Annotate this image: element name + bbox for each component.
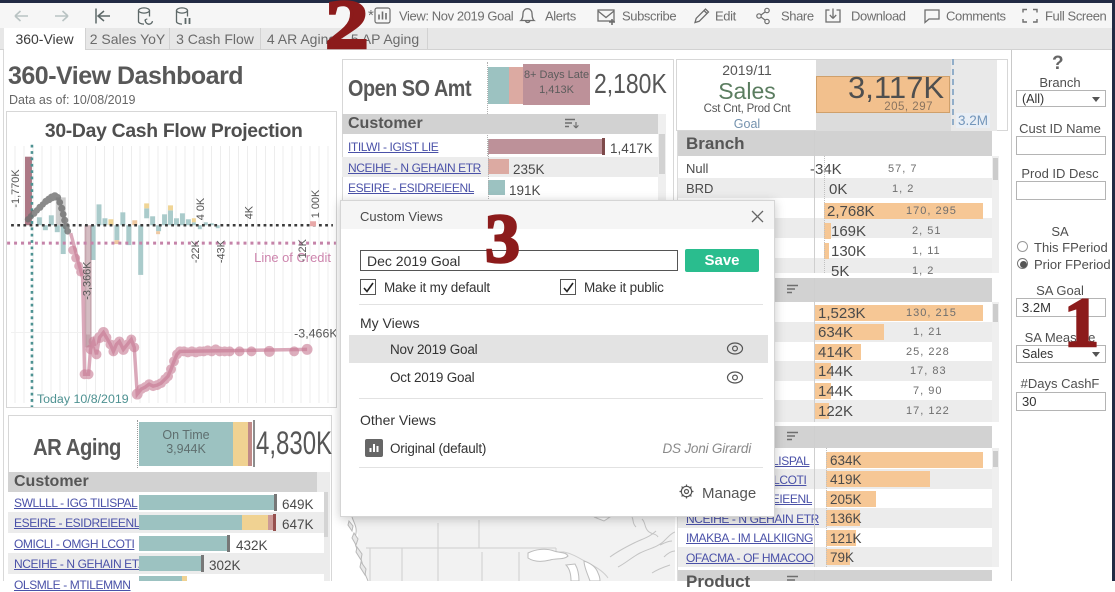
svg-text:Line of Credit: Line of Credit <box>254 250 331 265</box>
svg-text:-3,366K: -3,366K <box>82 261 94 300</box>
svg-text:-1,770K: -1,770K <box>10 169 22 208</box>
svg-text:30-Day Cash Flow Projection: 30-Day Cash Flow Projection <box>45 120 303 142</box>
svg-text:-43K: -43K <box>216 239 228 263</box>
svg-text:Edit: Edit <box>715 9 737 24</box>
svg-text:Today 10/8/2019: Today 10/8/2019 <box>37 392 129 406</box>
svg-text:Subscribe: Subscribe <box>622 9 676 24</box>
svg-text:Full Screen: Full Screen <box>1045 9 1107 24</box>
svg-text:*: * <box>368 7 374 24</box>
svg-text:-22K: -22K <box>190 239 202 263</box>
svg-text:Share: Share <box>781 9 814 24</box>
svg-text:Download: Download <box>851 9 906 24</box>
svg-text:Comments: Comments <box>946 9 1007 24</box>
svg-text:-12K: -12K <box>297 238 309 262</box>
svg-text:-3,466K: -3,466K <box>294 326 337 340</box>
svg-text:4K: 4K <box>243 205 255 219</box>
svg-text:1 00K: 1 00K <box>310 189 322 218</box>
svg-text:Alerts: Alerts <box>545 9 577 24</box>
svg-text:View: Nov 2019 Goal: View: Nov 2019 Goal <box>399 9 514 24</box>
svg-text:4 0K: 4 0K <box>195 197 207 220</box>
